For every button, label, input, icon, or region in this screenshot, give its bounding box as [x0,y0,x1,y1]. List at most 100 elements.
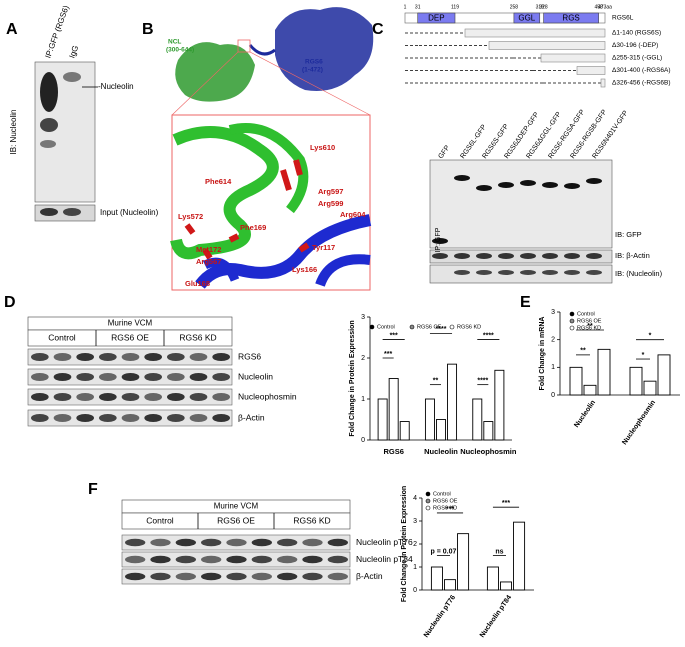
blot-band [150,538,171,547]
residue-label: Arg604 [340,210,366,219]
blot-band [76,414,94,422]
blot-band [476,270,492,275]
significance-label: **** [436,326,447,333]
label: RGS6 OE [217,515,255,525]
legend-marker [449,324,455,330]
legend-label: RGS6 OE [433,498,458,504]
bar [629,366,643,396]
blot-band [542,182,558,188]
significance-label: *** [384,351,392,358]
blot-band [251,572,272,581]
bar [388,378,399,441]
blot-band [586,178,602,184]
label: Δ255-315 (-GGL) [612,55,662,62]
residue-label: Lys166 [292,265,317,274]
blot-band [189,414,208,422]
label: IgG [67,44,80,59]
legend-label: RGS6 OE [417,324,442,330]
y-axis-label: Fold Change in mRNA [539,317,546,391]
y-tick-label: 1 [361,396,365,403]
residue-label: Lys610 [310,143,335,152]
blot-band [76,373,94,381]
blot-band [520,270,536,275]
blot-band [189,393,208,401]
blot-band [40,208,58,216]
residue-label: Tyr117 [312,243,335,252]
label: NCL [168,39,181,46]
blot-band [175,572,196,581]
y-tick-label: 1 [551,364,555,371]
scale-label: 458 [594,4,603,10]
blot-band [226,555,247,564]
blot-band [76,393,94,401]
legend-marker [569,325,575,331]
residue-label: Lys572 [178,212,203,221]
domain-box [417,12,456,24]
blot-band [226,538,247,547]
y-tick-label: 0 [551,392,555,399]
row-label: RGS6 [238,351,261,361]
significance-label: *** [446,506,454,513]
label: Δ1-140 (RGS6S) [612,30,661,37]
legend-marker [425,498,431,504]
domain-box [543,12,599,24]
y-tick-label: 0 [413,587,417,594]
blot-band [53,353,72,361]
bar [424,398,435,441]
blot-band [564,270,580,275]
blot-band [432,253,448,259]
legend-marker [409,324,415,330]
blot-band [212,353,231,361]
panel-letter: A [6,21,18,38]
blot-band [121,373,140,381]
bar [486,566,499,591]
blot-band [277,572,298,581]
label: RGS6 [305,59,323,66]
significance-label: * [642,352,645,359]
construct-bar [540,53,606,63]
construct-bar [464,28,606,38]
residue-label: Arg597 [318,187,343,196]
y-tick-label: 1 [413,564,417,571]
scale-label: 31 [415,4,421,10]
label: Δ301-400 (-RGS6A) [612,67,671,74]
y-tick-label: 2 [551,337,555,344]
blot-band [144,353,163,361]
blot-band [31,414,49,422]
blot-band [189,353,208,361]
label: IB: (Nucleolin) [615,269,663,278]
blot-band [212,414,231,422]
blot-band [121,414,140,422]
blot-band [125,572,146,581]
blot-band [53,393,72,401]
row-label: Nucleolin pT84 [356,554,413,564]
label: Δ326-456 (-RGS6B) [612,80,671,87]
label: (300-644) [166,47,194,54]
bar [436,419,446,441]
header-box [27,329,233,347]
x-tick-label: Nucleolin [424,447,458,456]
blot-band [144,373,163,381]
y-tick-label: 2 [361,355,365,362]
y-tick-label: 3 [551,309,555,316]
label: Δ30-196 (-DEP) [612,42,658,49]
blot-band [31,373,49,381]
y-axis-label: Fold Change in Protein Expression [401,486,408,602]
blot-band [476,185,492,191]
bar [643,380,657,396]
label: RGS6 OE [111,332,149,342]
legend-marker [369,324,375,330]
blot-band [251,555,272,564]
blot-band [167,393,185,401]
label: Input (Nucleolin) [100,208,159,217]
significance-label: *** [502,500,510,507]
label: IP: GFP [435,227,442,252]
blot-band [99,353,117,361]
scale-label: 258 [510,4,519,10]
blot-band [31,393,49,401]
blot-band [586,270,602,275]
construct-bar [404,12,606,24]
bar [494,369,505,441]
label: Control [146,515,174,525]
